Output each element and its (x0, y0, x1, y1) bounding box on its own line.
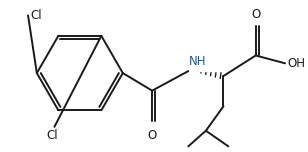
Text: Cl: Cl (30, 9, 42, 22)
Text: O: O (251, 8, 260, 21)
Text: NH: NH (189, 55, 207, 68)
Text: Cl: Cl (47, 129, 58, 142)
Text: OH: OH (287, 57, 305, 70)
Text: O: O (148, 129, 157, 142)
